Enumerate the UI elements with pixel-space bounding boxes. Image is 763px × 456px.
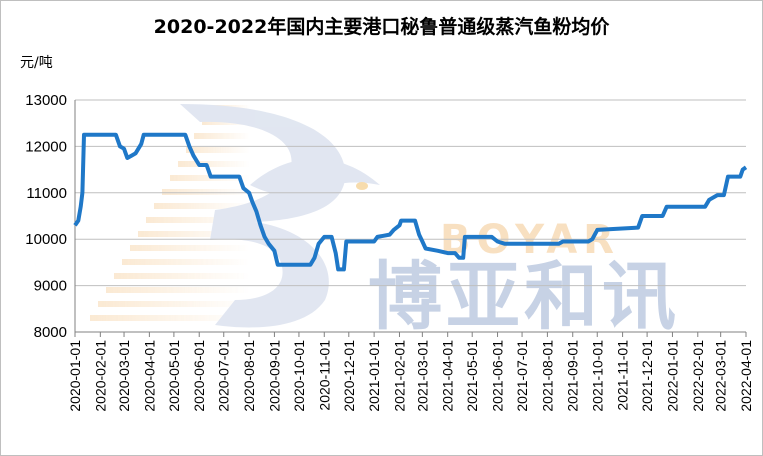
x-tick-label: 2022-01-01 bbox=[664, 340, 680, 412]
x-tick-label: 2021-04-01 bbox=[440, 340, 456, 412]
x-tick-label: 2021-02-01 bbox=[391, 340, 407, 412]
x-tick-label: 2022-02-01 bbox=[690, 340, 706, 412]
y-tick-labels: 8000 9000 10000 11000 12000 13000 bbox=[25, 92, 67, 341]
boyar-watermark-logo: BOYAR 博亚和讯 bbox=[90, 104, 680, 340]
x-tick-label: 2022-04-01 bbox=[738, 340, 754, 412]
x-tick-label: 2021-12-01 bbox=[639, 340, 655, 412]
y-tick-label: 11000 bbox=[26, 185, 67, 202]
y-tick-label: 10000 bbox=[25, 231, 67, 248]
watermark-company-text: 博亚和讯 bbox=[368, 254, 680, 340]
x-tick-label: 2020-11-01 bbox=[316, 340, 332, 411]
chart-title: 2020-2022年国内主要港口秘鲁普通级蒸汽鱼粉均价 bbox=[153, 16, 610, 38]
x-tick-label: 2020-02-01 bbox=[92, 340, 108, 412]
watermark-stripe bbox=[194, 133, 250, 139]
watermark-stripe bbox=[162, 189, 250, 195]
x-tick-label: 2021-06-01 bbox=[490, 340, 506, 412]
watermark-stripe bbox=[106, 287, 250, 293]
x-tick-label: 2021-10-01 bbox=[589, 340, 605, 412]
watermark-stripe bbox=[98, 301, 250, 307]
x-tick-label: 2020-01-01 bbox=[67, 340, 83, 412]
watermark-stripe bbox=[146, 217, 250, 223]
y-tick-label: 12000 bbox=[25, 138, 67, 155]
y-tick-label: 13000 bbox=[25, 92, 67, 109]
y-axis-unit-label: 元/吨 bbox=[20, 55, 53, 71]
watermark-stripe bbox=[130, 245, 250, 251]
x-tick-label: 2021-07-01 bbox=[514, 340, 530, 412]
x-tick-label: 2020-07-01 bbox=[216, 340, 232, 412]
x-tick-label: 2022-03-01 bbox=[713, 340, 729, 412]
axes bbox=[74, 100, 746, 333]
x-tick-label: 2020-12-01 bbox=[341, 340, 357, 412]
x-tick-label: 2020-06-01 bbox=[191, 340, 207, 412]
x-tick-label: 2021-11-01 bbox=[615, 340, 631, 411]
watermark-stripe bbox=[178, 161, 250, 167]
x-tick-label: 2020-08-01 bbox=[241, 340, 257, 412]
watermark-stripe bbox=[186, 147, 250, 153]
x-tick-label: 2020-05-01 bbox=[166, 340, 182, 412]
x-tick-label: 2020-09-01 bbox=[266, 340, 282, 412]
x-tick-label: 2021-05-01 bbox=[464, 340, 480, 412]
watermark-stripe bbox=[138, 231, 250, 237]
watermark-stripe bbox=[122, 259, 250, 265]
x-tick-label: 2020-04-01 bbox=[141, 340, 157, 412]
x-tick-label: 2021-03-01 bbox=[414, 340, 430, 412]
watermark-stripe bbox=[90, 315, 250, 321]
watermark-stripe bbox=[114, 273, 250, 279]
price-series-line bbox=[73, 132, 748, 272]
x-tick-label: 2021-01-01 bbox=[366, 340, 382, 412]
x-tick-labels: 2020-01-01 2020-02-01 2020-03-01 2020-04-01… bbox=[67, 332, 754, 412]
x-tick-label: 2021-08-01 bbox=[539, 340, 555, 412]
y-tick-label: 8000 bbox=[34, 324, 67, 341]
y-tick-label: 9000 bbox=[34, 278, 67, 295]
watermark-stripe bbox=[154, 203, 250, 209]
x-tick-label: 2020-10-01 bbox=[291, 340, 307, 412]
x-tick-label: 2021-09-01 bbox=[565, 340, 581, 412]
x-tick-label: 2020-03-01 bbox=[116, 340, 132, 412]
